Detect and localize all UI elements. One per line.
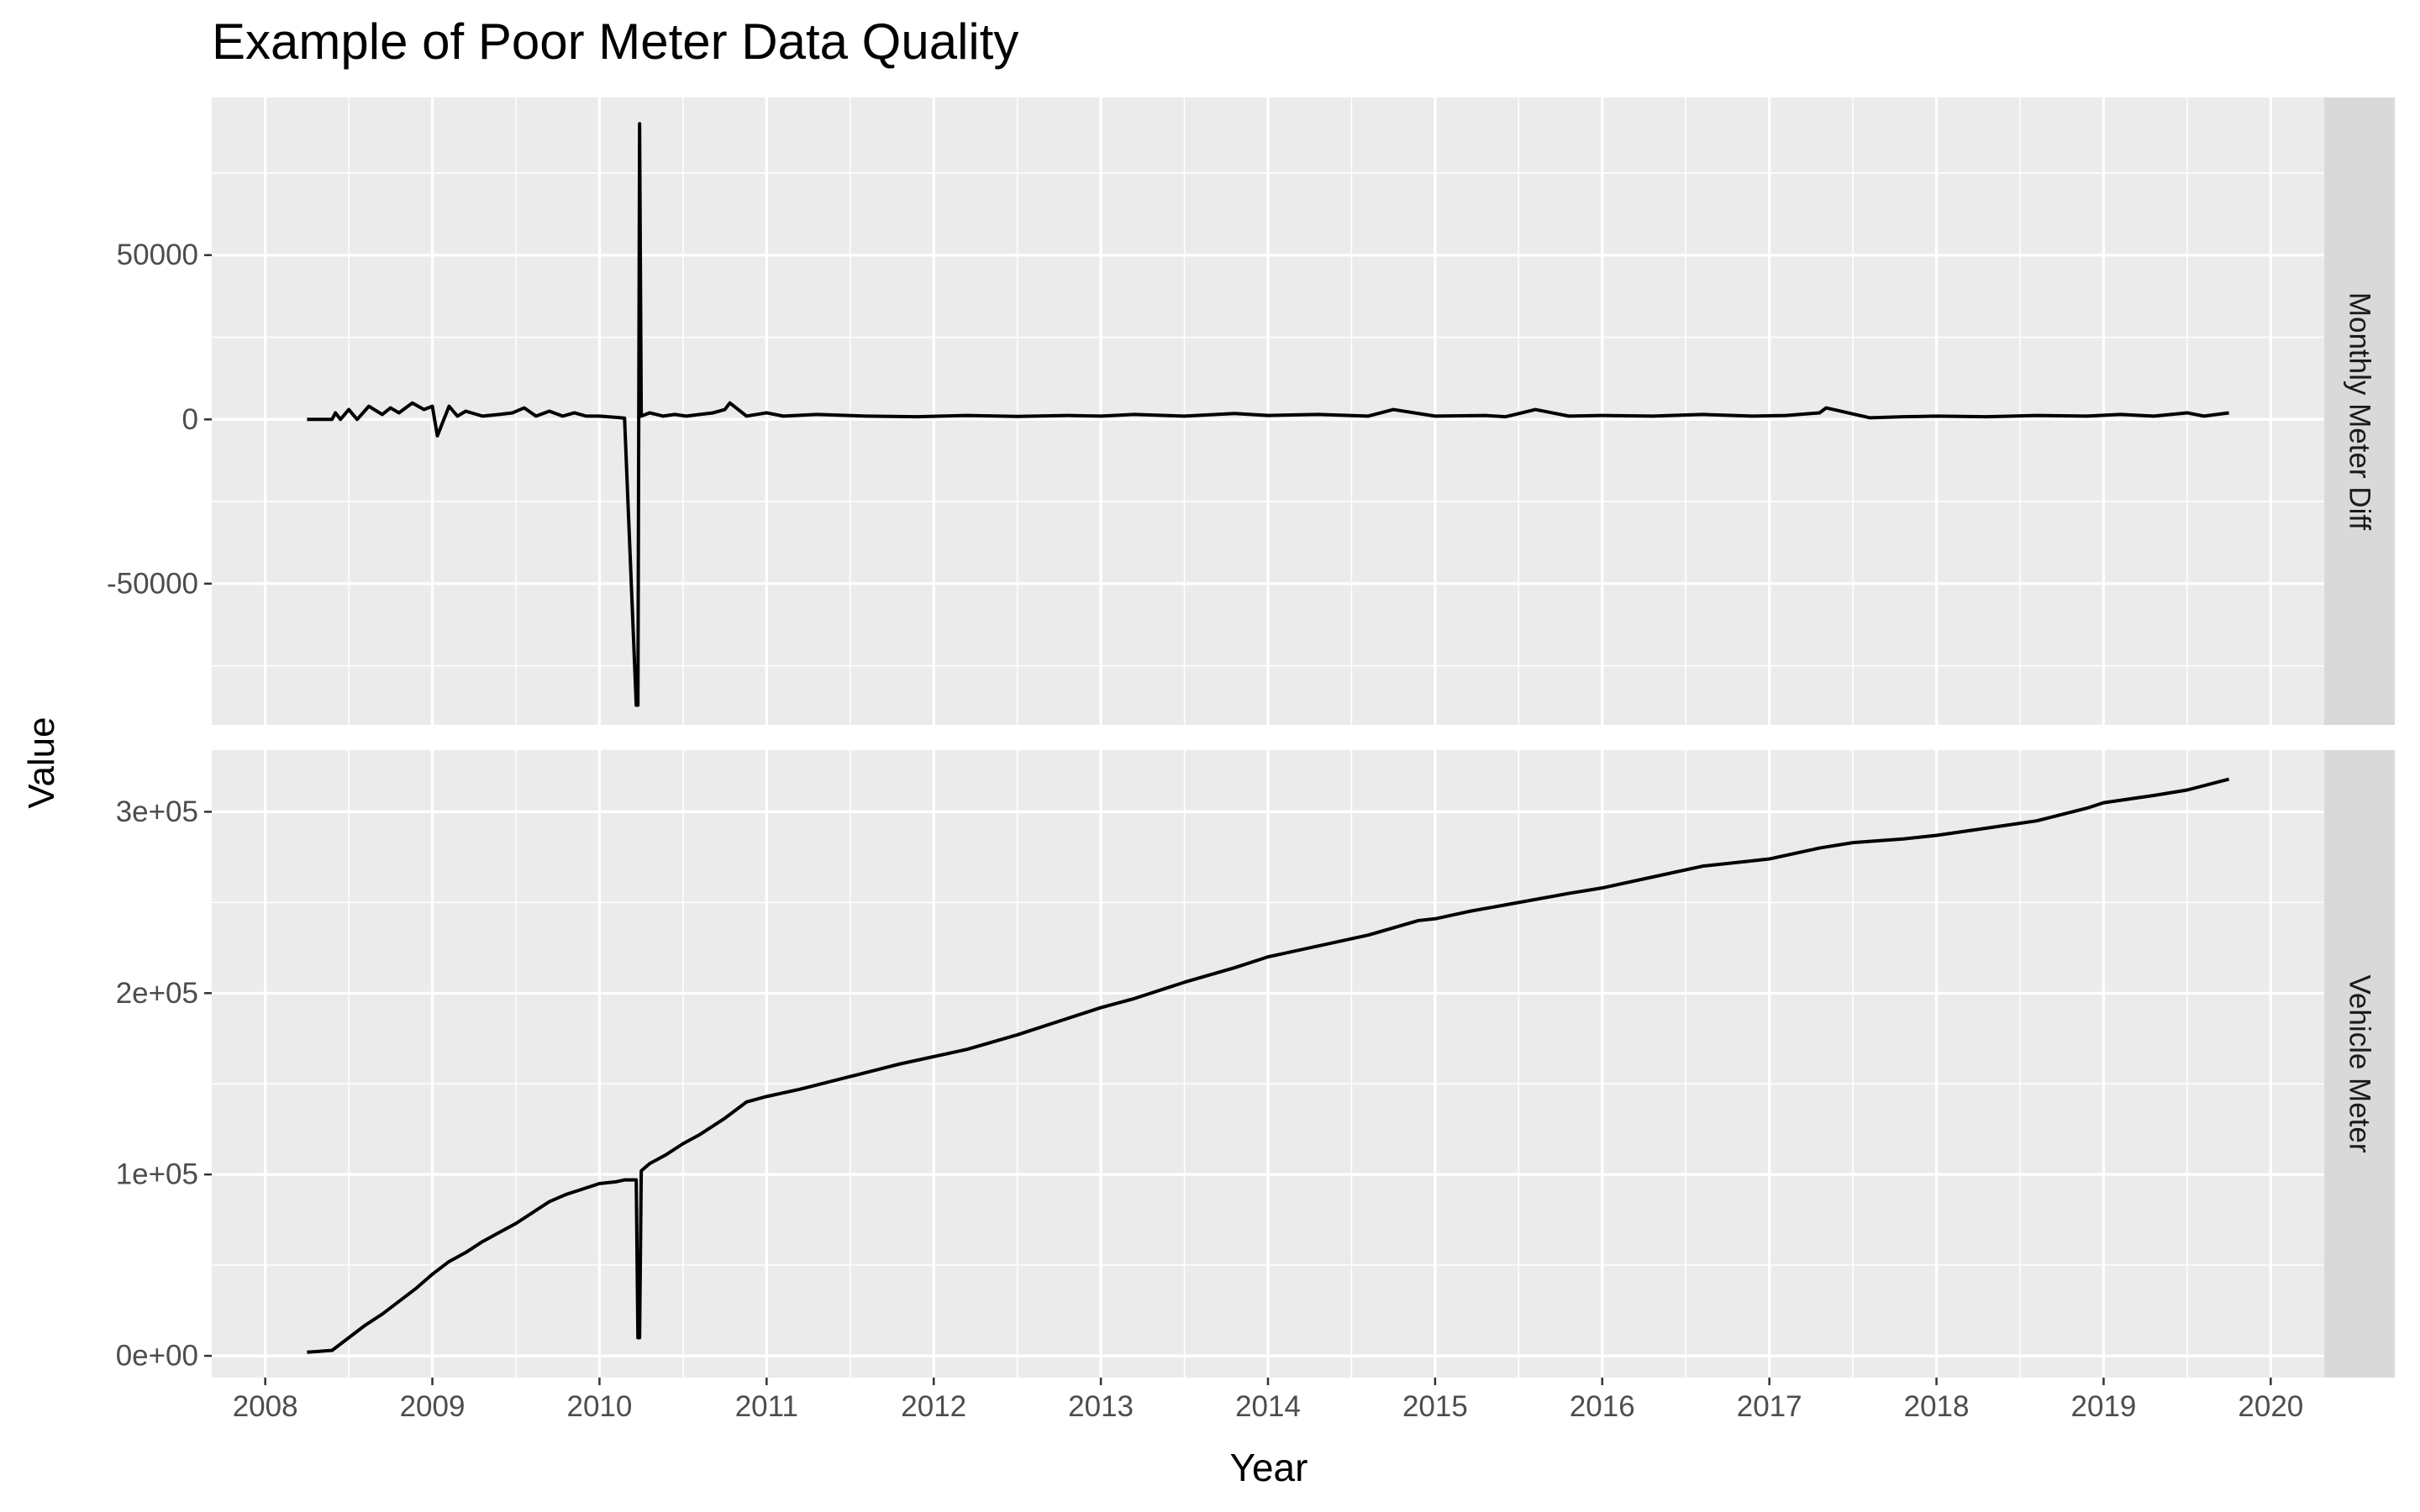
y-tick-label: -50000 xyxy=(107,567,198,600)
x-tick-label: 2019 xyxy=(2071,1390,2137,1423)
x-tick-label: 2013 xyxy=(1068,1390,1134,1423)
chart-title: Example of Poor Meter Data Quality xyxy=(212,13,1018,70)
y-tick-label: 0e+00 xyxy=(116,1340,198,1373)
panel-monthly-meter-diff: -50000 0 50000 Monthly Meter Diff xyxy=(107,97,2395,725)
x-axis: 2008 2009 2010 2011 2012 2013 2014 2015 2016 2017… xyxy=(233,1378,2303,1423)
x-tick-label: 2008 xyxy=(233,1390,298,1423)
x-tick-label: 2018 xyxy=(1904,1390,1970,1423)
x-tick-label: 2009 xyxy=(400,1390,466,1423)
y-tick-label: 1e+05 xyxy=(116,1158,198,1191)
y-tick-label: 3e+05 xyxy=(116,795,198,828)
panels-layer: -50000 0 50000 Monthly Meter Diff 0e+00 1e+05… xyxy=(107,97,2395,1378)
x-tick-label: 2016 xyxy=(1570,1390,1635,1423)
x-tick-label: 2020 xyxy=(2238,1390,2303,1423)
facet-strip xyxy=(2324,97,2395,725)
x-axis-title: Year xyxy=(1230,1446,1308,1489)
x-tick-label: 2010 xyxy=(566,1390,632,1423)
y-axis-title: Value xyxy=(21,717,62,808)
facet-strip xyxy=(2324,750,2395,1378)
panel-vehicle-meter: 0e+00 1e+05 2e+05 3e+05 Vehicle Meter xyxy=(116,750,2395,1378)
y-tick-label: 50000 xyxy=(117,239,198,271)
series-line-monthly-meter-diff xyxy=(307,122,2229,707)
y-tick-label: 2e+05 xyxy=(116,977,198,1010)
x-tick-label: 2014 xyxy=(1235,1390,1301,1423)
x-tick-label: 2012 xyxy=(901,1390,966,1423)
x-tick-label: 2011 xyxy=(735,1390,798,1423)
series-line-vehicle-meter xyxy=(307,777,2230,1354)
y-tick-label: 0 xyxy=(182,403,198,436)
facet-strip-label: Monthly Meter Diff xyxy=(2344,292,2376,531)
x-tick-label: 2015 xyxy=(1402,1390,1468,1423)
facet-strip-label: Vehicle Meter xyxy=(2344,974,2376,1152)
x-tick-label: 2017 xyxy=(1737,1390,1802,1423)
